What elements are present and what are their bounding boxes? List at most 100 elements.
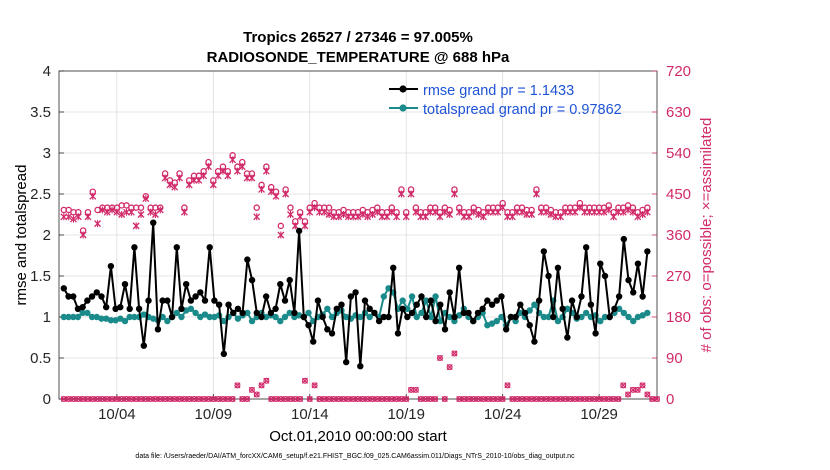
assimilated-obs-point — [330, 395, 337, 403]
assimilated-obs-stroke — [393, 395, 400, 403]
totalspread-point — [554, 317, 562, 325]
assimilated-obs-point — [499, 395, 506, 403]
assimilated-obs-point — [282, 395, 289, 403]
assimilated-obs-stroke — [80, 395, 87, 403]
assimilated-obs-point — [272, 192, 280, 200]
assimilated-obs-stroke — [432, 395, 439, 403]
assimilated-obs-point — [287, 211, 294, 218]
totalspread-point — [437, 317, 444, 325]
assimilated-obs-point — [547, 395, 554, 403]
assimilated-obs-stroke — [60, 395, 67, 403]
assimilated-obs-point — [98, 206, 106, 214]
rmse-point — [319, 313, 326, 321]
assimilated-obs-point — [205, 163, 212, 171]
assimilated-obs-stroke — [557, 395, 564, 403]
rmse-point — [568, 297, 576, 304]
assimilated-obs-point — [89, 395, 96, 403]
totalspread-point — [234, 315, 242, 322]
rmse-point — [197, 289, 204, 296]
assimilated-obs-point — [205, 395, 212, 403]
assimilated-obs-point — [186, 395, 193, 403]
assimilated-obs-point — [523, 395, 530, 403]
assimilated-obs-stroke — [436, 354, 444, 362]
assimilated-obs-stroke — [282, 395, 289, 403]
legend-rmse-label: rmse grand pr = 1.1433 — [423, 83, 574, 99]
assimilated-obs-stroke — [321, 395, 328, 403]
rmse-point — [399, 305, 406, 312]
totalspread-point — [187, 305, 195, 312]
assimilated-obs-stroke — [157, 395, 164, 403]
rmse-point — [620, 235, 628, 243]
assimilated-obs-stroke — [408, 386, 415, 393]
assimilated-obs-point — [470, 208, 478, 216]
possible-obs-point — [325, 204, 333, 211]
possible-obs-point — [451, 350, 458, 357]
assimilated-obs-point — [518, 208, 526, 216]
rmse-point — [644, 248, 651, 255]
rmse-point — [502, 326, 510, 333]
assimilated-obs-stroke — [412, 386, 419, 393]
assimilated-obs-stroke — [547, 395, 554, 403]
assimilated-obs-point — [364, 213, 372, 221]
rmse-point — [512, 313, 519, 321]
rmse-point — [117, 303, 124, 311]
assimilated-obs-point — [557, 395, 564, 403]
assimilated-obs-stroke — [374, 395, 381, 403]
assimilated-obs-point — [397, 190, 405, 198]
totalspread-point — [644, 309, 651, 317]
assimilated-obs-stroke — [292, 395, 299, 403]
assimilated-obs-point — [552, 395, 559, 403]
totalspread-point — [578, 313, 585, 321]
assimilated-obs-stroke — [465, 395, 472, 403]
assimilated-obs-point — [99, 395, 106, 403]
rmse-point — [262, 293, 270, 300]
assimilated-obs-point — [118, 395, 125, 403]
totalspread-point — [366, 313, 373, 321]
y-axis-right-label: # of obs: o=possible; ×=assimilated — [698, 118, 715, 353]
rmse-point — [422, 313, 430, 321]
assimilated-obs-point — [345, 395, 352, 403]
rmse-point — [126, 305, 133, 312]
assimilated-obs-point — [84, 213, 92, 221]
assimilated-obs-stroke — [605, 395, 612, 403]
rmse-point — [493, 297, 500, 304]
assimilated-obs-stroke — [186, 395, 193, 403]
assimilated-obs-point — [152, 395, 159, 403]
assimilated-obs-stroke — [104, 395, 111, 403]
x-axis-label: Oct.01,2010 00:00:00 start — [269, 428, 447, 445]
assimilated-obs-point — [354, 395, 362, 403]
assimilated-obs-stroke — [137, 395, 145, 403]
assimilated-obs-stroke — [403, 395, 410, 403]
assimilated-obs-point — [128, 395, 135, 403]
assimilated-obs-stroke — [480, 395, 487, 403]
assimilated-obs-stroke — [422, 395, 429, 403]
totalspread-point — [164, 317, 171, 325]
assimilated-obs-stroke — [369, 395, 376, 403]
totalspread-point — [418, 309, 425, 317]
assimilated-obs-stroke — [75, 395, 82, 403]
assimilated-obs-stroke — [123, 395, 130, 403]
totalspread-point — [408, 293, 416, 300]
assimilated-obs-stroke — [191, 395, 198, 403]
assimilated-obs-point — [171, 183, 179, 191]
assimilated-obs-point — [70, 395, 77, 403]
rmse-point — [526, 322, 533, 329]
possible-obs-point — [644, 391, 651, 398]
totalspread-point — [540, 313, 548, 321]
rmse-point — [460, 309, 468, 317]
rmse-point — [615, 293, 623, 300]
rmse-point — [634, 260, 642, 267]
assimilated-obs-point — [538, 395, 545, 403]
assimilated-obs-point — [89, 192, 97, 200]
rmse-point — [582, 244, 590, 251]
assimilated-obs-point — [248, 386, 255, 393]
assimilated-obs-point — [224, 395, 231, 403]
totalspread-point — [545, 313, 552, 321]
assimilated-obs-point — [65, 395, 72, 403]
x-axis: 10/04 10/09 10/14 10/19 10/24 10/29 — [98, 394, 618, 423]
assimilated-obs-point — [581, 395, 588, 403]
rmse-point — [239, 309, 246, 317]
possible-obs-point — [499, 396, 506, 403]
possible-obs-point — [258, 382, 265, 389]
rmse-point — [328, 330, 336, 337]
